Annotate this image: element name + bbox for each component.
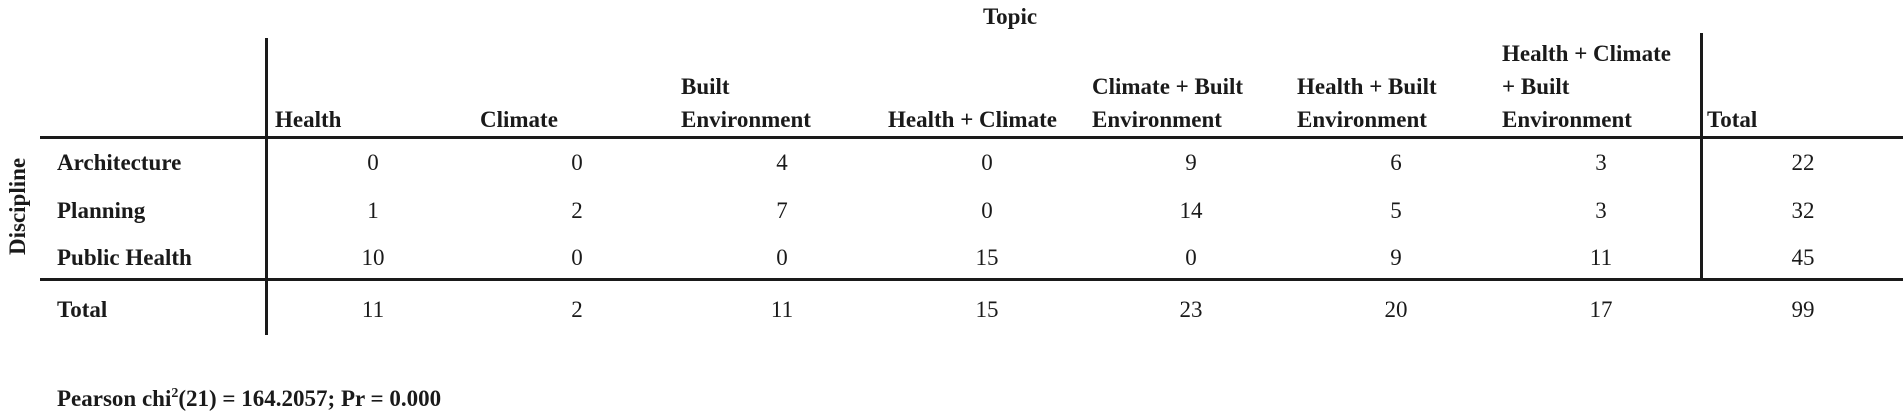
column-header-line: + Built xyxy=(1502,74,1570,99)
total-cell: 15 xyxy=(975,297,999,322)
table-cell: 0 xyxy=(1185,245,1197,270)
table-cell: 9 xyxy=(1390,245,1402,270)
column-header: Health + Climate xyxy=(888,103,1057,136)
column-header-line: Environment xyxy=(1502,107,1632,132)
column-header: Total xyxy=(1707,103,1757,136)
table-cell: 0 xyxy=(981,150,993,175)
table-cell: 22 xyxy=(1791,150,1815,175)
column-header-line: Climate + Built xyxy=(1092,74,1244,99)
total-rule xyxy=(40,278,1903,281)
total-cell: 17 xyxy=(1589,297,1613,322)
table-cell: 2 xyxy=(571,198,583,223)
total-cell: 2 xyxy=(571,297,583,322)
total-cell: 99 xyxy=(1791,297,1815,322)
row-label-divider xyxy=(265,38,268,335)
column-header-line: Climate xyxy=(480,107,558,132)
table-cell: 1 xyxy=(367,198,379,223)
table-cell: 32 xyxy=(1791,198,1815,223)
column-header-line: Environment xyxy=(1092,107,1222,132)
table-cell: 7 xyxy=(776,198,788,223)
column-header: Health xyxy=(275,103,341,136)
header-rule xyxy=(40,136,1903,139)
column-header-line: Total xyxy=(1707,107,1758,132)
table-cell: 5 xyxy=(1390,198,1402,223)
column-header-line: Health xyxy=(275,107,342,132)
table-cell: 3 xyxy=(1595,150,1607,175)
table-cell: 45 xyxy=(1791,245,1815,270)
table-cell: 11 xyxy=(1589,245,1613,270)
column-header-line: Environment xyxy=(1297,107,1427,132)
column-header: Health + Built Environment xyxy=(1297,70,1437,136)
total-cell: 20 xyxy=(1384,297,1408,322)
table-cell: 4 xyxy=(776,150,788,175)
table-cell: 0 xyxy=(571,150,583,175)
table-cell: 14 xyxy=(1179,198,1203,223)
column-group-label: Topic xyxy=(982,4,1038,29)
row-label: Public Health xyxy=(57,245,192,270)
table-cell: 0 xyxy=(571,245,583,270)
table-cell: 9 xyxy=(1185,150,1197,175)
row-label: Architecture xyxy=(57,150,182,175)
total-column-divider xyxy=(1700,33,1703,280)
column-header-line: Health + Built xyxy=(1297,74,1437,99)
column-header: Climate + Built Environment xyxy=(1092,70,1243,136)
row-label: Planning xyxy=(57,198,146,223)
table-cell: 0 xyxy=(776,245,788,270)
total-cell: 11 xyxy=(361,297,385,322)
table-cell: 0 xyxy=(367,150,379,175)
total-row-label: Total xyxy=(57,297,108,322)
row-group-label: Discipline xyxy=(5,157,30,255)
column-header-line: Health + Climate xyxy=(888,107,1057,132)
total-cell: 11 xyxy=(770,297,794,322)
column-header: Health + Climate + Built Environment xyxy=(1502,37,1671,136)
column-header-line: Built xyxy=(681,74,730,99)
pearson-statistic: Pearson chi2(21) = 164.2057; Pr = 0.000 xyxy=(57,386,442,411)
table-cell: 15 xyxy=(975,245,999,270)
column-header-line: Health + Climate xyxy=(1502,41,1671,66)
total-cell: 23 xyxy=(1179,297,1203,322)
table-cell: 0 xyxy=(981,198,993,223)
column-header: Built Environment xyxy=(681,70,811,136)
column-header: Climate xyxy=(480,103,558,136)
table-cell: 3 xyxy=(1595,198,1607,223)
column-header-line: Environment xyxy=(681,107,811,132)
table-cell: 6 xyxy=(1390,150,1402,175)
table-cell: 10 xyxy=(361,245,385,270)
